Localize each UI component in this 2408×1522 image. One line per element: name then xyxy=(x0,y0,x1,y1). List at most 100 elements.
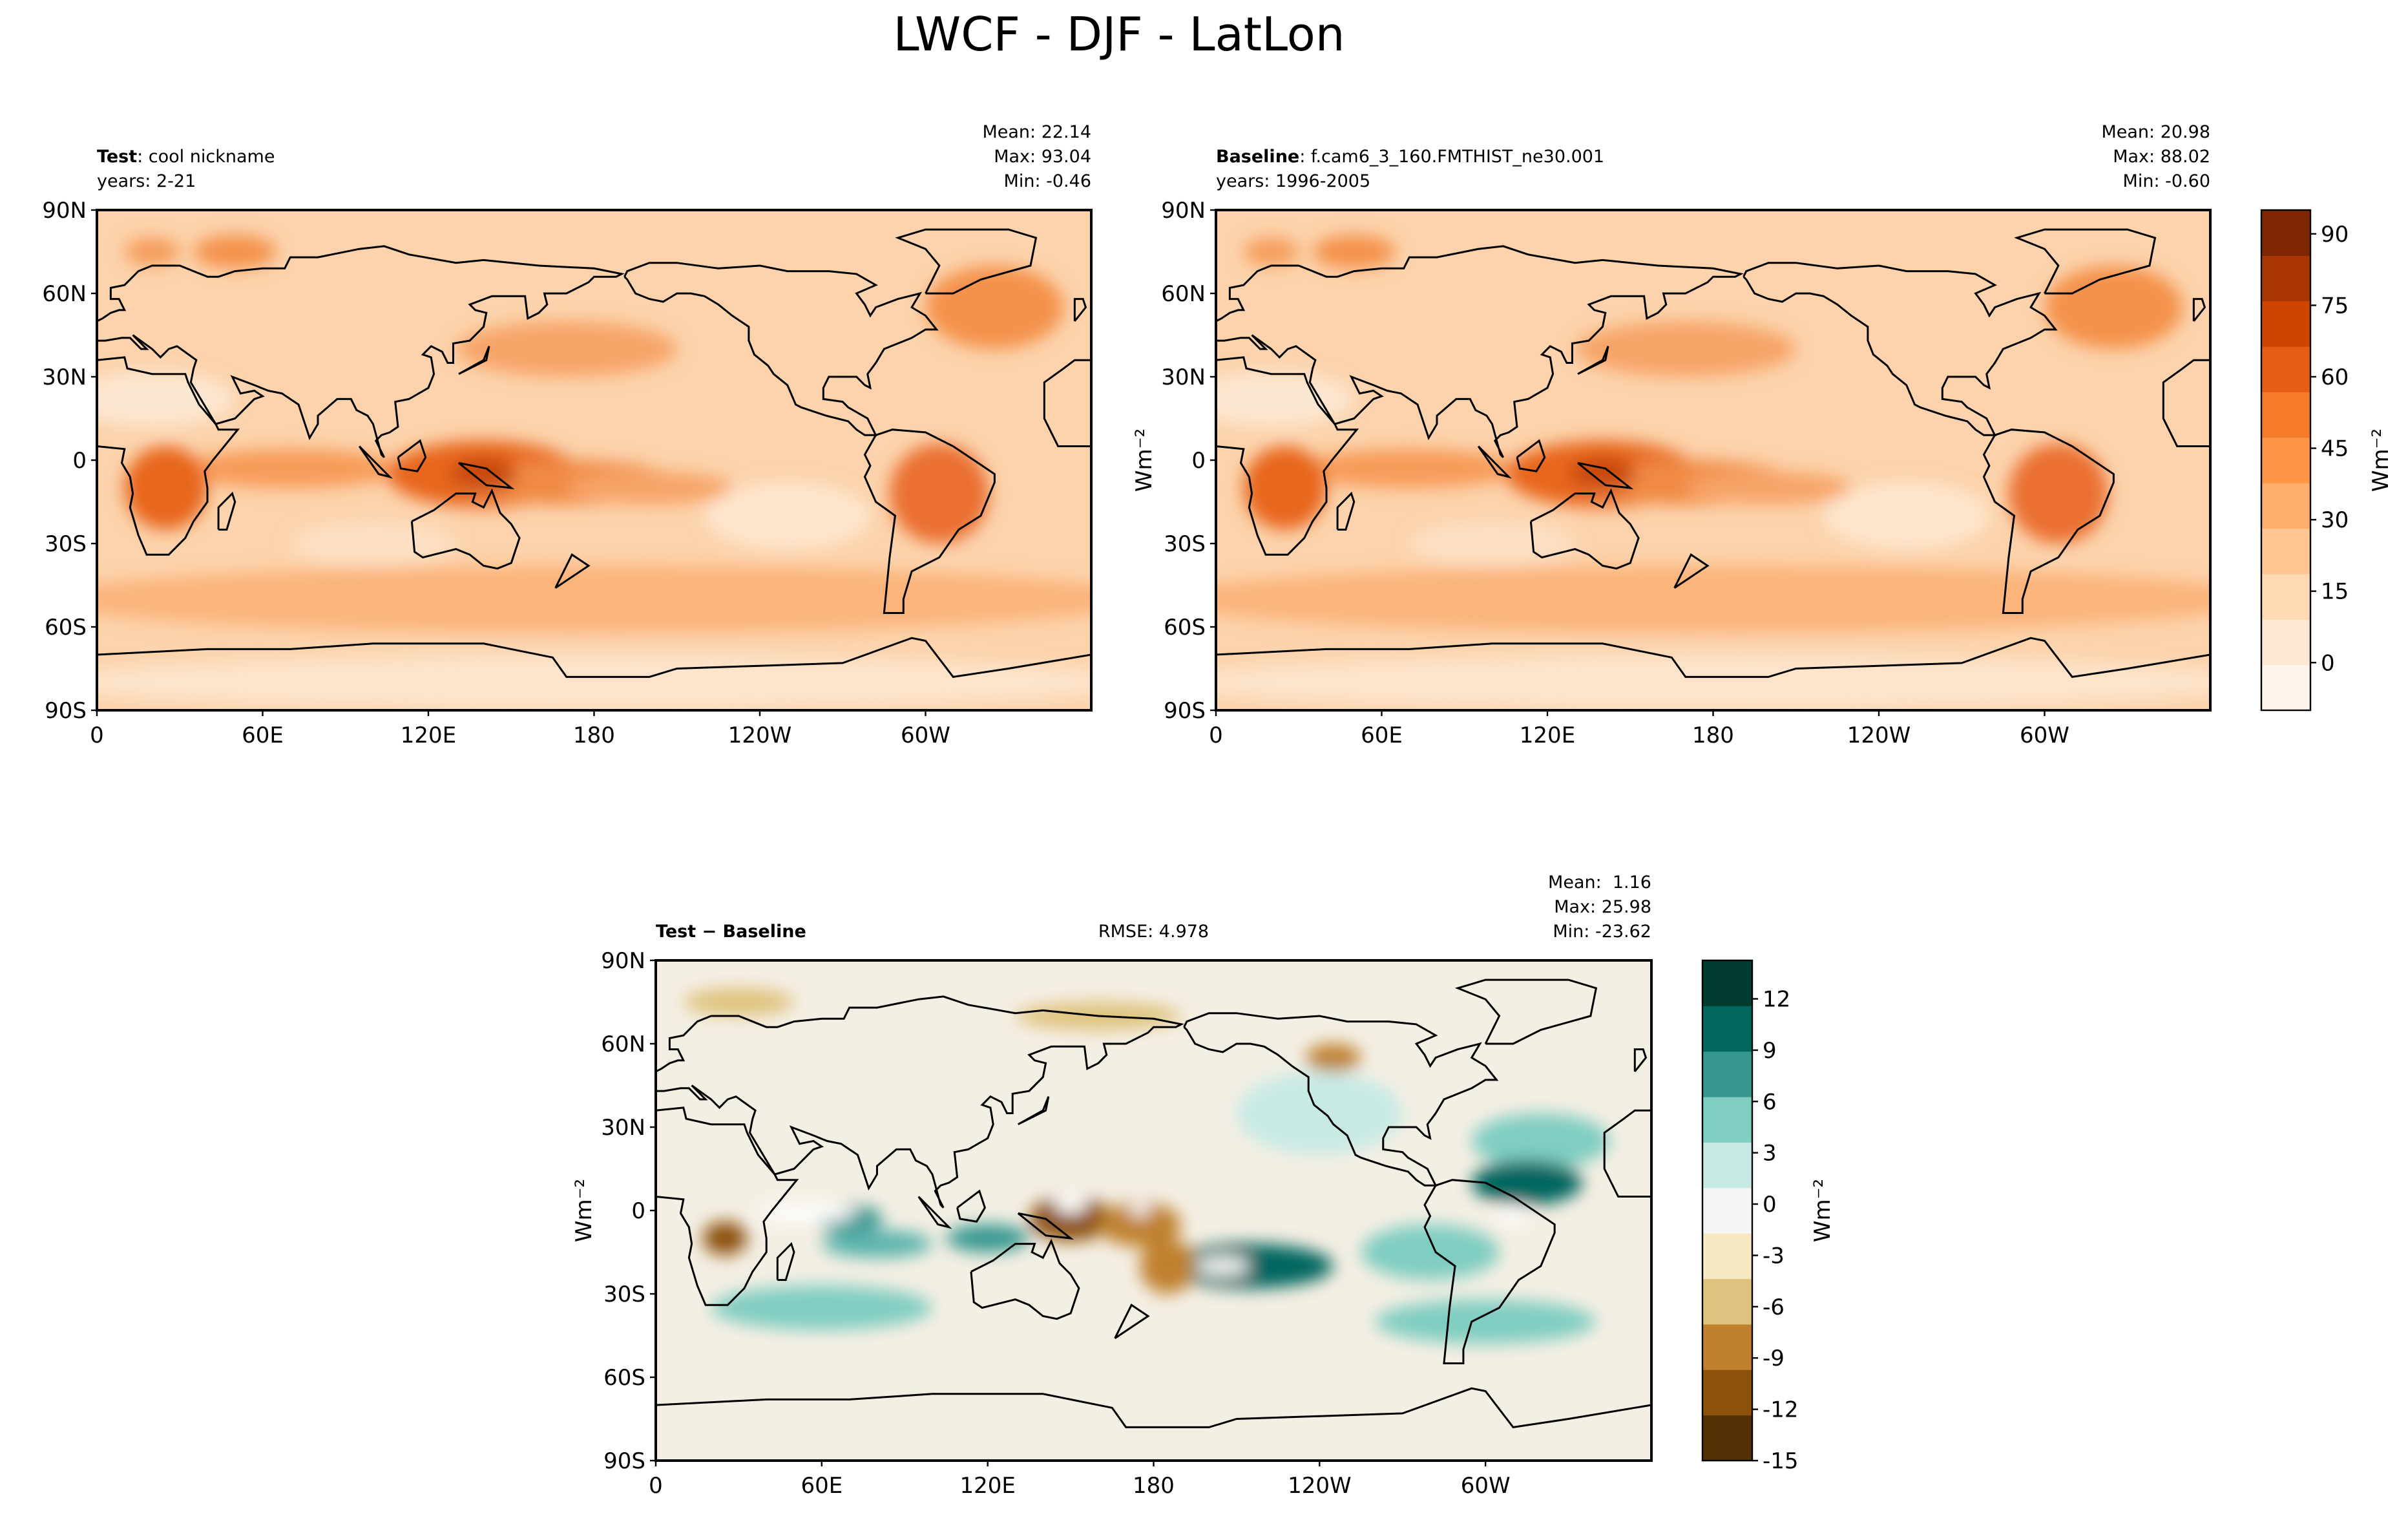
field-blobs xyxy=(683,988,1610,1344)
coastline xyxy=(1337,494,1354,530)
field-blob xyxy=(1312,235,1396,269)
panel-title-bold: Test xyxy=(97,147,137,167)
y-tick-label: 0 xyxy=(1191,448,1206,474)
field-blob xyxy=(566,471,733,505)
x-tick-label: 60W xyxy=(901,723,950,748)
field-blob xyxy=(1195,1258,1251,1274)
colorbar-band xyxy=(2261,392,2310,438)
colorbar-tick-label: -9 xyxy=(1763,1346,1785,1371)
field-blob xyxy=(450,457,517,491)
x-tick-label: 0 xyxy=(649,1473,663,1499)
colorbar-label: Wm⁻² xyxy=(1810,1179,1836,1242)
y-tick-label: 30N xyxy=(42,365,87,390)
stat: Min: -0.60 xyxy=(2123,171,2210,191)
colorbar-tick-label: 9 xyxy=(1763,1038,1777,1064)
x-tick-label: 60W xyxy=(2020,723,2069,748)
field-blob xyxy=(1361,1224,1500,1280)
coastline xyxy=(1074,299,1085,321)
colorbar-tick-label: -12 xyxy=(1763,1397,1799,1423)
coastline xyxy=(971,1241,1079,1318)
y-tick-label: 0 xyxy=(72,448,87,474)
coastlines xyxy=(1216,229,2210,677)
coastline xyxy=(359,447,390,477)
colorbar-tick-label: 75 xyxy=(2321,293,2349,319)
colorbar-tick-label: 60 xyxy=(2321,365,2349,390)
field-blob xyxy=(758,1205,858,1222)
coastline xyxy=(958,1191,985,1221)
field-blob xyxy=(1236,1072,1403,1155)
map-field xyxy=(1216,210,2210,710)
field-blob xyxy=(124,446,207,530)
figure-title: LWCF - DJF - LatLon xyxy=(894,7,1345,61)
colorbar-band xyxy=(2261,573,2310,620)
field-blob xyxy=(2044,266,2183,349)
coastline xyxy=(1216,638,2210,677)
colorbar-frame xyxy=(2260,209,2312,712)
y-tick-label: 30S xyxy=(1164,531,1206,557)
y-tick-label: 60S xyxy=(45,615,87,640)
y-tick-label: 60S xyxy=(1164,615,1206,640)
colorbar-band xyxy=(2261,619,2310,666)
field-blob xyxy=(1098,1202,1182,1247)
coastline xyxy=(1216,246,1741,458)
field-blob xyxy=(711,1285,933,1330)
y-tick-label: 30N xyxy=(601,1115,645,1141)
y-tick-label: 0 xyxy=(631,1198,645,1224)
field-blobs xyxy=(1216,235,2210,710)
coastline xyxy=(656,1108,797,1305)
stat: Max: 25.98 xyxy=(1554,897,1651,917)
colorbar-label: Wm⁻² xyxy=(2368,428,2394,492)
field-blob xyxy=(1685,471,1852,505)
coastline xyxy=(412,491,519,568)
y-tick-label: 90N xyxy=(42,198,87,224)
x-tick-label: 120W xyxy=(1288,1473,1352,1499)
field-blob xyxy=(1216,565,2210,633)
colorbar-band xyxy=(2261,255,2310,302)
y-tick-label: 60S xyxy=(603,1365,645,1391)
y-tick-label: 90S xyxy=(1164,698,1206,724)
colorbar-band xyxy=(1702,1233,1752,1280)
field-blob xyxy=(2008,443,2108,544)
coastline xyxy=(1425,1180,1555,1364)
coastline xyxy=(1115,1305,1148,1338)
map-field xyxy=(656,960,1651,1461)
panel-title: Baseline: f.cam6_3_160.FMTHIST_ne30.001 xyxy=(1216,147,1604,167)
coastline xyxy=(777,1244,794,1280)
coastline xyxy=(656,1388,1651,1427)
colorbar-tick-label: 90 xyxy=(2321,222,2349,248)
field-blob xyxy=(290,521,456,566)
colorbar-band xyxy=(2261,528,2310,575)
x-tick-label: 180 xyxy=(573,723,615,748)
colorbar-tick-label: 12 xyxy=(1763,987,1790,1013)
field-blob xyxy=(1128,1205,1151,1216)
annotation: RMSE: 4.978 xyxy=(1098,922,1209,942)
field-blob xyxy=(1243,238,1299,266)
field-blob xyxy=(1496,1205,1530,1222)
field-blob xyxy=(702,1221,748,1255)
coastline xyxy=(1517,441,1545,471)
field-blob xyxy=(1140,1238,1195,1294)
field-blob xyxy=(1216,371,1354,427)
panel-title: Test − Baseline xyxy=(656,922,806,942)
stat: Min: -23.62 xyxy=(1553,922,1651,942)
field-blob xyxy=(1305,1044,1361,1072)
x-tick-label: 0 xyxy=(1209,723,1223,748)
y-tick-label: 60N xyxy=(601,1031,645,1057)
colorbar-band xyxy=(2261,301,2310,347)
y-tick-label: 90S xyxy=(45,698,87,724)
panel-title-bold: Baseline xyxy=(1216,147,1299,167)
colorbar-band xyxy=(1702,1324,1752,1370)
stat: Max: 93.04 xyxy=(994,147,1091,167)
coastline xyxy=(459,463,511,488)
colorbar-tick-label: 15 xyxy=(2321,579,2349,605)
colorbar-band xyxy=(1702,1278,1752,1325)
coastline xyxy=(97,638,1091,677)
coastline xyxy=(1578,346,1608,374)
stat: Max: 88.02 xyxy=(2113,147,2210,167)
coastline xyxy=(459,346,489,374)
y-tick-label: 90N xyxy=(1161,198,1206,224)
stat: Mean: 20.98 xyxy=(2101,122,2210,142)
coastline xyxy=(1604,1110,1651,1196)
colorbar-frame xyxy=(1701,959,1754,1462)
